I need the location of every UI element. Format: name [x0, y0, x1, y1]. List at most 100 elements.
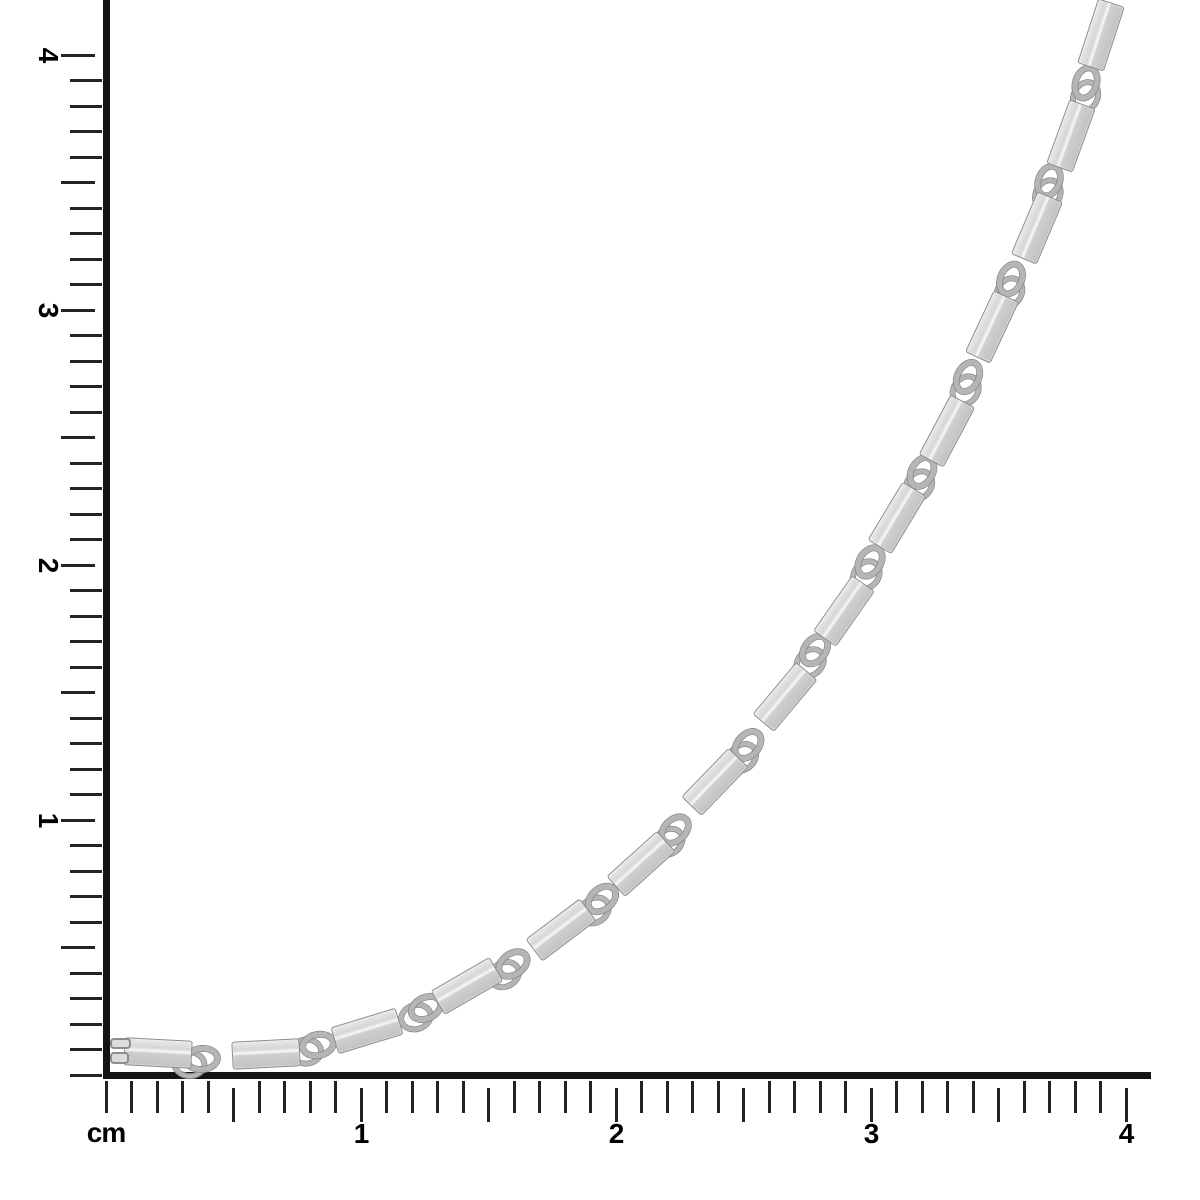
vertical-ruler-tick — [70, 79, 102, 82]
chain-bar-link — [681, 747, 749, 817]
vertical-ruler-tick — [70, 767, 102, 771]
chain-bar-link — [1077, 0, 1125, 72]
horizontal-ruler-tick — [538, 1081, 541, 1113]
horizontal-ruler-tick — [946, 1081, 949, 1113]
horizontal-ruler-tick — [742, 1088, 745, 1122]
horizontal-ruler-tick — [308, 1081, 312, 1113]
horizontal-ruler-tick — [181, 1081, 184, 1113]
vertical-ruler-number: 2 — [33, 557, 64, 573]
vertical-ruler-tick — [61, 563, 95, 567]
vertical-ruler-tick — [70, 869, 102, 873]
horizontal-ruler-tick — [818, 1081, 822, 1113]
vertical-ruler-tick — [70, 538, 102, 541]
horizontal-ruler-tick — [130, 1081, 133, 1113]
horizontal-ruler-line — [103, 1072, 1151, 1079]
chain-end-wire — [110, 1052, 129, 1064]
vertical-ruler-tick — [70, 920, 102, 924]
horizontal-ruler-tick — [716, 1081, 720, 1113]
vertical-ruler-tick — [70, 232, 102, 235]
vertical-ruler-tick — [70, 614, 102, 618]
chain-bar-link — [964, 290, 1020, 364]
unit-label-cm: cm — [86, 1117, 126, 1148]
horizontal-ruler-number: 1 — [353, 1118, 370, 1149]
vertical-ruler-tick — [70, 1073, 102, 1077]
vertical-ruler-tick — [70, 971, 102, 975]
vertical-ruler-tick — [70, 1048, 102, 1051]
vertical-ruler-tick — [70, 487, 102, 490]
chain-bar-link — [867, 481, 927, 555]
vertical-ruler-tick — [61, 53, 95, 57]
horizontal-ruler-tick — [436, 1081, 439, 1113]
horizontal-ruler-tick — [359, 1088, 363, 1122]
vertical-ruler-tick — [70, 589, 102, 592]
horizontal-ruler-tick — [1124, 1088, 1128, 1122]
horizontal-ruler-tick — [257, 1081, 261, 1113]
chain-bar-link — [525, 898, 597, 962]
chain-bar-link — [1046, 99, 1096, 173]
horizontal-ruler-tick — [997, 1088, 1000, 1122]
vertical-ruler-number: 3 — [33, 302, 64, 318]
vertical-ruler-tick — [70, 385, 102, 388]
horizontal-ruler-tick — [283, 1081, 286, 1113]
vertical-ruler-tick — [70, 104, 102, 108]
horizontal-ruler-tick — [410, 1081, 414, 1113]
horizontal-ruler-tick — [1073, 1081, 1077, 1113]
vertical-ruler-tick — [70, 742, 102, 745]
vertical-ruler-number: 4 — [33, 47, 64, 63]
vertical-ruler-tick — [61, 818, 95, 822]
horizontal-ruler-tick — [895, 1081, 898, 1113]
horizontal-ruler-tick — [512, 1081, 516, 1113]
horizontal-ruler-tick — [1048, 1081, 1051, 1113]
horizontal-ruler-tick — [334, 1081, 337, 1113]
horizontal-ruler-tick — [1099, 1081, 1102, 1113]
vertical-ruler-tick — [70, 359, 102, 363]
vertical-ruler-tick — [70, 895, 102, 898]
horizontal-ruler-number: 4 — [1118, 1118, 1135, 1149]
horizontal-ruler-number: 2 — [608, 1118, 625, 1149]
vertical-ruler-tick — [70, 461, 102, 465]
horizontal-ruler-tick — [1022, 1081, 1026, 1113]
vertical-ruler-tick — [70, 716, 102, 720]
horizontal-ruler-tick — [589, 1081, 592, 1113]
horizontal-ruler-tick — [104, 1081, 108, 1113]
vertical-ruler-number: 1 — [33, 812, 64, 828]
horizontal-ruler-tick — [232, 1088, 235, 1122]
vertical-ruler-line — [103, 0, 110, 1079]
horizontal-ruler-tick — [206, 1081, 210, 1113]
vertical-ruler-tick — [61, 181, 95, 184]
horizontal-ruler-tick — [691, 1081, 694, 1113]
chain-ring-link — [944, 355, 988, 413]
chain-bar-link — [1010, 191, 1064, 265]
horizontal-ruler-tick — [640, 1081, 643, 1113]
vertical-ruler-tick — [70, 410, 102, 414]
horizontal-ruler-tick — [793, 1081, 796, 1113]
horizontal-ruler-tick — [869, 1088, 873, 1122]
chain-bar-link — [330, 1007, 404, 1055]
vertical-ruler-tick — [61, 436, 95, 439]
horizontal-ruler-tick — [614, 1088, 618, 1122]
vertical-ruler-tick — [61, 946, 95, 949]
chain-bar-link — [813, 575, 875, 647]
chain-bar-link — [752, 661, 818, 733]
vertical-ruler-tick — [70, 130, 102, 133]
chain-end-wire — [110, 1038, 131, 1049]
chain-bar-link — [123, 1037, 193, 1069]
horizontal-ruler-tick — [920, 1081, 924, 1113]
vertical-ruler-tick — [61, 308, 95, 312]
horizontal-ruler-tick — [155, 1081, 159, 1113]
horizontal-ruler-tick — [665, 1081, 669, 1113]
chain-bar-link — [918, 394, 976, 468]
chain-bar-link — [231, 1038, 301, 1070]
horizontal-ruler-tick — [461, 1081, 465, 1113]
horizontal-ruler-tick — [844, 1081, 847, 1113]
horizontal-ruler-tick — [767, 1081, 771, 1113]
vertical-ruler-tick — [70, 665, 102, 669]
horizontal-ruler-tick — [563, 1081, 567, 1113]
vertical-ruler-tick — [70, 512, 102, 516]
chain-bar-link — [430, 956, 504, 1016]
chain-bar-link — [606, 830, 676, 898]
vertical-ruler-tick — [70, 844, 102, 847]
vertical-ruler-tick — [70, 793, 102, 796]
horizontal-ruler-tick — [385, 1081, 388, 1113]
